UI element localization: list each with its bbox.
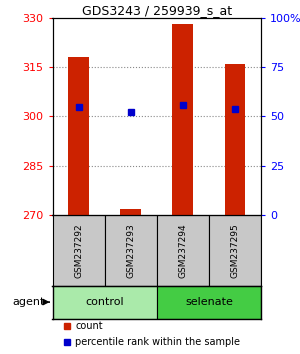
Text: GSM237292: GSM237292 (74, 223, 83, 278)
Text: agent: agent (12, 297, 45, 307)
Text: percentile rank within the sample: percentile rank within the sample (75, 337, 240, 348)
Bar (52, 286, 157, 319)
Bar (157, 215, 209, 286)
Text: control: control (85, 297, 124, 307)
Bar (209, 215, 261, 286)
Bar (120, 209, 141, 215)
Bar (172, 24, 193, 215)
Bar (68, 57, 89, 215)
Bar (52, 215, 105, 286)
Text: GSM237294: GSM237294 (178, 223, 187, 278)
Text: count: count (75, 321, 103, 331)
Bar (157, 286, 261, 319)
Title: GDS3243 / 259939_s_at: GDS3243 / 259939_s_at (82, 4, 232, 17)
Text: GSM237295: GSM237295 (230, 223, 239, 278)
Text: selenate: selenate (185, 297, 233, 307)
Bar (224, 64, 245, 215)
Bar (105, 215, 157, 286)
Text: GSM237293: GSM237293 (126, 223, 135, 278)
